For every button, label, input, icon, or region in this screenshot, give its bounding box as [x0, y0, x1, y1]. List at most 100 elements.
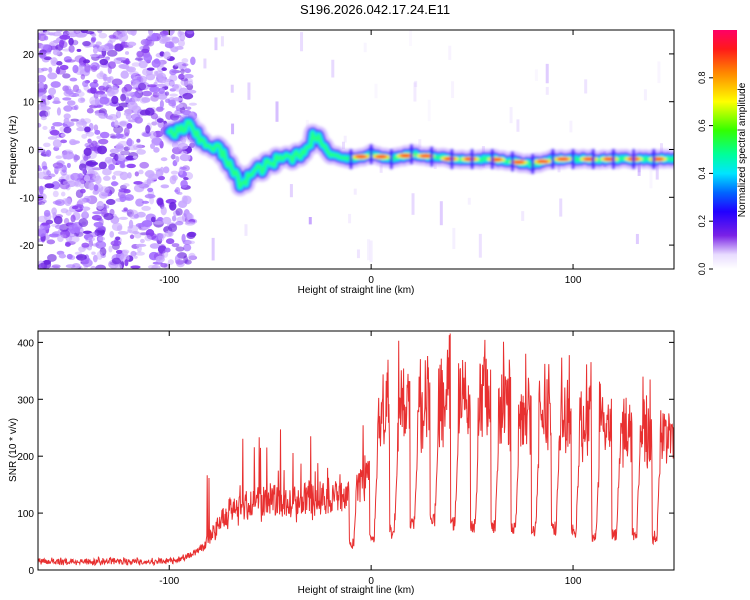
noise-blob — [114, 153, 119, 162]
noise-blob — [111, 95, 119, 105]
snr-x-tick-label: 100 — [565, 576, 582, 587]
noise-blob — [38, 122, 42, 128]
noise-blob — [157, 245, 167, 254]
noise-blob — [155, 83, 167, 88]
noise-blob — [156, 72, 167, 80]
noise-blob — [165, 110, 174, 120]
noise-blob — [83, 147, 92, 156]
noise-blob — [80, 74, 86, 80]
noise-blob — [161, 67, 167, 71]
noise-streak — [331, 59, 335, 78]
noise-blob — [130, 250, 137, 257]
noise-blob — [106, 49, 118, 57]
noise-blob — [69, 153, 75, 159]
snr-y-label: SNR (10 * v/v) — [8, 418, 19, 482]
noise-blob — [145, 73, 156, 81]
noise-blob — [56, 61, 63, 66]
noise-streak — [275, 101, 279, 122]
noise-streak — [363, 42, 367, 53]
noise-blob — [139, 238, 145, 244]
ridge-hot-red — [556, 157, 569, 161]
noise-blob — [68, 37, 74, 46]
noise-streak — [379, 164, 383, 173]
noise-blob — [71, 205, 79, 210]
noise-blob — [108, 34, 117, 39]
noise-blob — [153, 70, 159, 77]
noise-blob — [162, 216, 172, 225]
noise-blob — [38, 227, 47, 237]
noise-blob — [123, 112, 131, 116]
noise-blob — [185, 106, 192, 110]
noise-blob — [63, 217, 70, 225]
noise-blob — [96, 200, 105, 210]
snr-x-tick-label: 0 — [368, 576, 374, 587]
noise-blob — [183, 243, 192, 252]
noise-blob — [99, 70, 104, 78]
noise-blob — [130, 265, 141, 269]
noise-blob — [156, 118, 164, 123]
ridge-hot-red — [419, 154, 432, 158]
noise-blob — [58, 253, 67, 259]
noise-blob — [51, 181, 61, 190]
noise-streak — [521, 211, 525, 221]
noise-blob — [168, 99, 177, 107]
noise-blob — [38, 201, 46, 205]
noise-blob — [43, 35, 49, 41]
noise-blob — [38, 92, 46, 100]
snr-y-tick-label: 0 — [28, 566, 34, 577]
noise-blob — [60, 139, 68, 144]
noise-blob — [164, 41, 175, 49]
noise-blob — [60, 133, 66, 137]
noise-blob — [165, 98, 171, 104]
noise-streak — [220, 36, 224, 47]
noise-blob — [185, 240, 196, 245]
noise-blob — [53, 99, 60, 104]
noise-blob — [43, 56, 52, 61]
noise-blob — [59, 34, 71, 40]
noise-blob — [46, 95, 52, 101]
noise-blob — [82, 80, 89, 88]
noise-blob — [73, 30, 81, 34]
noise-blob — [97, 225, 106, 234]
ridge-spike — [389, 149, 393, 170]
colorbar-tick-label: 0.0 — [697, 263, 707, 276]
noise-blob — [126, 41, 137, 47]
noise-streak — [214, 37, 218, 51]
noise-streak — [516, 119, 520, 132]
noise-blob — [171, 243, 180, 248]
noise-blob — [164, 81, 170, 87]
noise-blob — [139, 96, 148, 104]
noise-blob — [98, 32, 108, 39]
snr-x-ticks: -100 0 100 — [159, 331, 582, 587]
spectrogram-x-tick-label: 100 — [565, 275, 582, 286]
noise-blob — [98, 191, 108, 199]
noise-blob — [89, 96, 99, 106]
noise-streak — [367, 239, 371, 261]
noise-blob — [73, 39, 78, 46]
noise-blob — [129, 234, 135, 240]
ridge-spike — [531, 153, 535, 174]
noise-blob — [163, 51, 171, 60]
noise-blob — [38, 74, 47, 83]
noise-blob — [42, 125, 48, 131]
noise-blob — [64, 242, 71, 247]
noise-blob — [151, 32, 158, 42]
noise-blob — [111, 222, 123, 232]
noise-streak — [545, 63, 549, 84]
noise-streak — [230, 84, 234, 93]
spectrogram-y-tick-label: 20 — [23, 50, 35, 61]
noise-blob — [169, 68, 177, 76]
noise-blob — [38, 215, 48, 223]
noise-blob — [97, 145, 108, 155]
noise-blob — [147, 84, 157, 88]
noise-blob — [62, 180, 70, 186]
noise-blob — [41, 222, 49, 226]
noise-blob — [52, 100, 61, 104]
snr-y-tick-label: 100 — [17, 509, 34, 520]
noise-blob — [64, 197, 72, 207]
noise-blob — [78, 218, 89, 228]
noise-blob — [40, 67, 49, 72]
ridge-hot-red — [464, 157, 477, 161]
noise-blob — [55, 68, 67, 75]
noise-streak — [649, 170, 653, 189]
